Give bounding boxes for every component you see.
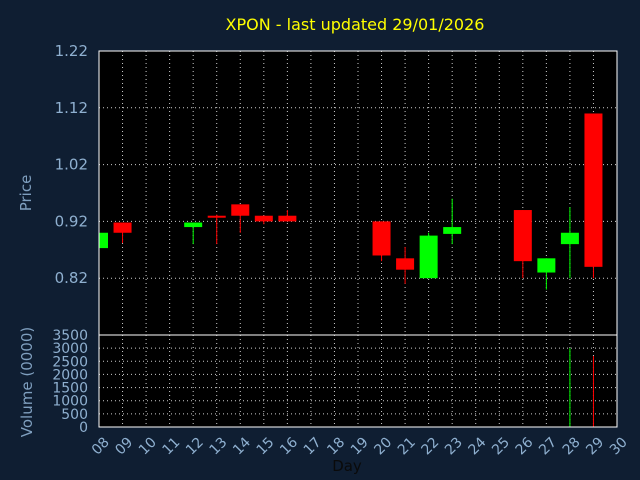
candle-body xyxy=(278,215,297,222)
candle-body xyxy=(419,235,438,279)
day-tick-label: 24 xyxy=(466,434,490,458)
day-tick-label: 22 xyxy=(418,434,442,458)
volume-panel-background xyxy=(99,335,617,427)
price-axis-label: Price xyxy=(17,175,35,212)
candle-body xyxy=(113,222,132,233)
price-candles xyxy=(98,113,603,290)
day-tick-label: 16 xyxy=(277,434,301,458)
day-tick-label: 30 xyxy=(607,434,631,458)
day-tick-label: 18 xyxy=(324,434,348,458)
candle-body xyxy=(99,232,108,249)
day-tick-label: 14 xyxy=(230,434,254,458)
candle-body xyxy=(560,232,579,245)
volume-bars xyxy=(569,348,594,427)
day-tick-labels: 08 09 10 11 12 13 14 15 16 17 18 19 20 21 22 23 24 25 26 27… xyxy=(89,434,631,458)
volume-y-tick-label: 2000 xyxy=(52,367,88,383)
day-tick-label: 12 xyxy=(183,434,207,458)
volume-y-tick-label: 500 xyxy=(61,407,88,423)
candle-body xyxy=(584,113,603,267)
price-y-tick-label: 1.12 xyxy=(55,99,88,117)
day-tick-label: 19 xyxy=(348,434,372,458)
price-y-tick-label: 0.92 xyxy=(55,212,88,230)
chart-title: XPON - last updated 29/01/2026 xyxy=(226,15,485,34)
candle-body xyxy=(513,210,532,262)
x-axis-label: Day xyxy=(332,457,362,475)
volume-y-tick-label: 3500 xyxy=(52,328,88,344)
candle-body xyxy=(184,222,203,228)
price-panel-background xyxy=(99,51,617,335)
day-tick-label: 25 xyxy=(489,434,513,458)
candle-body xyxy=(443,227,462,234)
day-tick-label: 20 xyxy=(371,434,395,458)
day-tick-label: 10 xyxy=(136,434,160,458)
price-y-tick-labels: 1.22 1.12 1.02 0.92 0.82 xyxy=(55,42,88,287)
price-y-tick-label: 1.22 xyxy=(55,42,88,60)
price-gridlines xyxy=(98,50,618,335)
volume-gridlines xyxy=(98,334,618,428)
day-tick-label: 08 xyxy=(89,434,113,458)
volume-axis-label: Volume (0000) xyxy=(18,327,36,437)
day-tick-label: 15 xyxy=(254,434,278,458)
volume-panel-frame xyxy=(98,334,618,428)
day-tick-label: 27 xyxy=(536,434,560,458)
candle-body xyxy=(537,258,556,273)
day-tick-label: 21 xyxy=(395,434,419,458)
day-tick-label: 26 xyxy=(513,434,537,458)
candle-body xyxy=(254,215,273,222)
candle-body xyxy=(207,215,226,218)
volume-y-tick-label: 1500 xyxy=(52,381,88,397)
day-tick-label: 09 xyxy=(112,434,136,458)
day-tick-label: 23 xyxy=(442,434,466,458)
day-tick-label: 28 xyxy=(560,434,584,458)
volume-y-tick-label: 3000 xyxy=(52,341,88,357)
candle-body xyxy=(396,258,415,270)
candle-body xyxy=(231,204,250,216)
day-tick-label: 17 xyxy=(301,434,325,458)
day-tick-label: 11 xyxy=(159,434,183,458)
price-y-tick-label: 1.02 xyxy=(55,156,88,174)
volume-y-tick-label: 1000 xyxy=(52,394,88,410)
price-y-tick-label: 0.82 xyxy=(55,269,88,287)
volume-y-tick-label: 0 xyxy=(79,420,88,436)
candle-body xyxy=(372,221,391,256)
day-tick-label: 29 xyxy=(583,434,607,458)
day-tick-label: 13 xyxy=(207,434,231,458)
volume-y-tick-label: 2500 xyxy=(52,354,88,370)
